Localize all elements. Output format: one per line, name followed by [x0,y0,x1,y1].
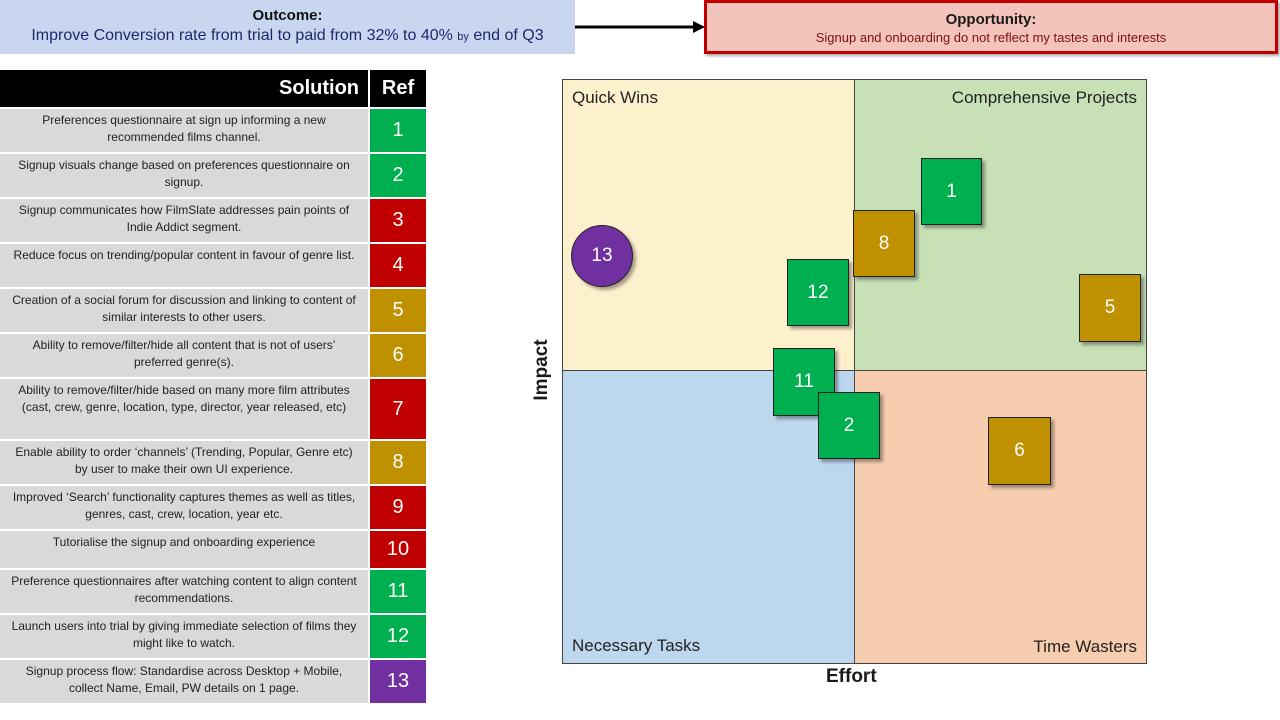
ref-badge: 5 [370,289,426,332]
solution-text: Enable ability to order ‘channels’ (Tren… [0,441,368,484]
solution-text: Signup communicates how FilmSlate addres… [0,199,368,242]
table-row: Signup process flow: Standardise across … [0,660,426,703]
arrow-right-icon [575,21,705,33]
opportunity-label: Opportunity: [945,11,1037,28]
outcome-box: Outcome: Improve Conversion rate from tr… [0,0,575,54]
solution-text: Launch users into trial by giving immedi… [0,615,368,658]
table-row: Ability to remove/filter/hide based on m… [0,379,426,439]
table-row: Preferences questionnaire at sign up inf… [0,109,426,152]
axis-y-label: Impact [531,339,552,401]
horizontal-divider [563,370,1146,371]
ref-badge: 13 [370,660,426,703]
matrix-item-13: 13 [571,225,633,287]
solution-text: Tutorialise the signup and onboarding ex… [0,531,368,568]
table-row: Launch users into trial by giving immedi… [0,615,426,658]
solution-text: Reduce focus on trending/popular content… [0,244,368,287]
table-row: Reduce focus on trending/popular content… [0,244,426,287]
table-row: Preference questionnaires after watching… [0,570,426,613]
ref-badge: 6 [370,334,426,377]
matrix-item-2: 2 [818,392,880,459]
label-quick-wins: Quick Wins [572,88,658,107]
matrix-item-12: 12 [787,259,849,326]
matrix-item-1: 1 [921,158,982,225]
matrix-item-5: 5 [1079,274,1141,342]
solution-text: Ability to remove/filter/hide based on m… [0,379,368,439]
solutions-table: Solution Ref Preferences questionnaire a… [0,70,426,703]
matrix-item-8: 8 [853,210,915,277]
ref-badge: 9 [370,486,426,529]
table-header: Solution Ref [0,70,426,107]
table-row: Improved ‘Search’ functionality captures… [0,486,426,529]
solution-text: Ability to remove/filter/hide all conten… [0,334,368,377]
header-ref: Ref [370,70,426,107]
outcome-text: Improve Conversion rate from trial to pa… [0,25,575,48]
solution-text: Signup process flow: Standardise across … [0,660,368,703]
table-row: Signup visuals change based on preferenc… [0,154,426,197]
table-row: Ability to remove/filter/hide all conten… [0,334,426,377]
vertical-divider [854,80,855,663]
quadrant-necessary-tasks [563,371,855,663]
table-body: Preferences questionnaire at sign up inf… [0,109,426,703]
impact-effort-matrix: Quick Wins Comprehensive Projects Necess… [562,79,1147,664]
solution-text: Improved ‘Search’ functionality captures… [0,486,368,529]
outcome-text-by: by [457,31,469,43]
quadrant-time-wasters [855,371,1146,663]
solution-text: Signup visuals change based on preferenc… [0,154,368,197]
outcome-text-end: end of Q3 [473,27,544,44]
table-row: Creation of a social forum for discussio… [0,289,426,332]
ref-badge: 3 [370,199,426,242]
ref-badge: 7 [370,379,426,439]
ref-badge: 8 [370,441,426,484]
ref-badge: 10 [370,531,426,568]
table-row: Enable ability to order ‘channels’ (Tren… [0,441,426,484]
ref-badge: 12 [370,615,426,658]
ref-badge: 2 [370,154,426,197]
solution-text: Preference questionnaires after watching… [0,570,368,613]
ref-badge: 4 [370,244,426,287]
label-time-wasters: Time Wasters [1033,637,1137,656]
label-necessary-tasks: Necessary Tasks [572,636,701,655]
label-comprehensive-projects: Comprehensive Projects [951,88,1137,107]
opportunity-text: Signup and onboarding do not reflect my … [815,30,1167,45]
solution-text: Creation of a social forum for discussio… [0,289,368,332]
solution-text: Preferences questionnaire at sign up inf… [0,109,368,152]
matrix-item-6: 6 [988,417,1051,485]
ref-badge: 1 [370,109,426,152]
outcome-label: Outcome: [252,7,323,24]
table-row: Signup communicates how FilmSlate addres… [0,199,426,242]
table-row: Tutorialise the signup and onboarding ex… [0,531,426,568]
opportunity-box: Opportunity: Signup and onboarding do no… [704,0,1278,54]
outcome-text-main: Improve Conversion rate from trial to pa… [31,27,453,44]
header-solution: Solution [0,70,368,107]
axis-x-label: Effort [826,666,877,687]
ref-badge: 11 [370,570,426,613]
